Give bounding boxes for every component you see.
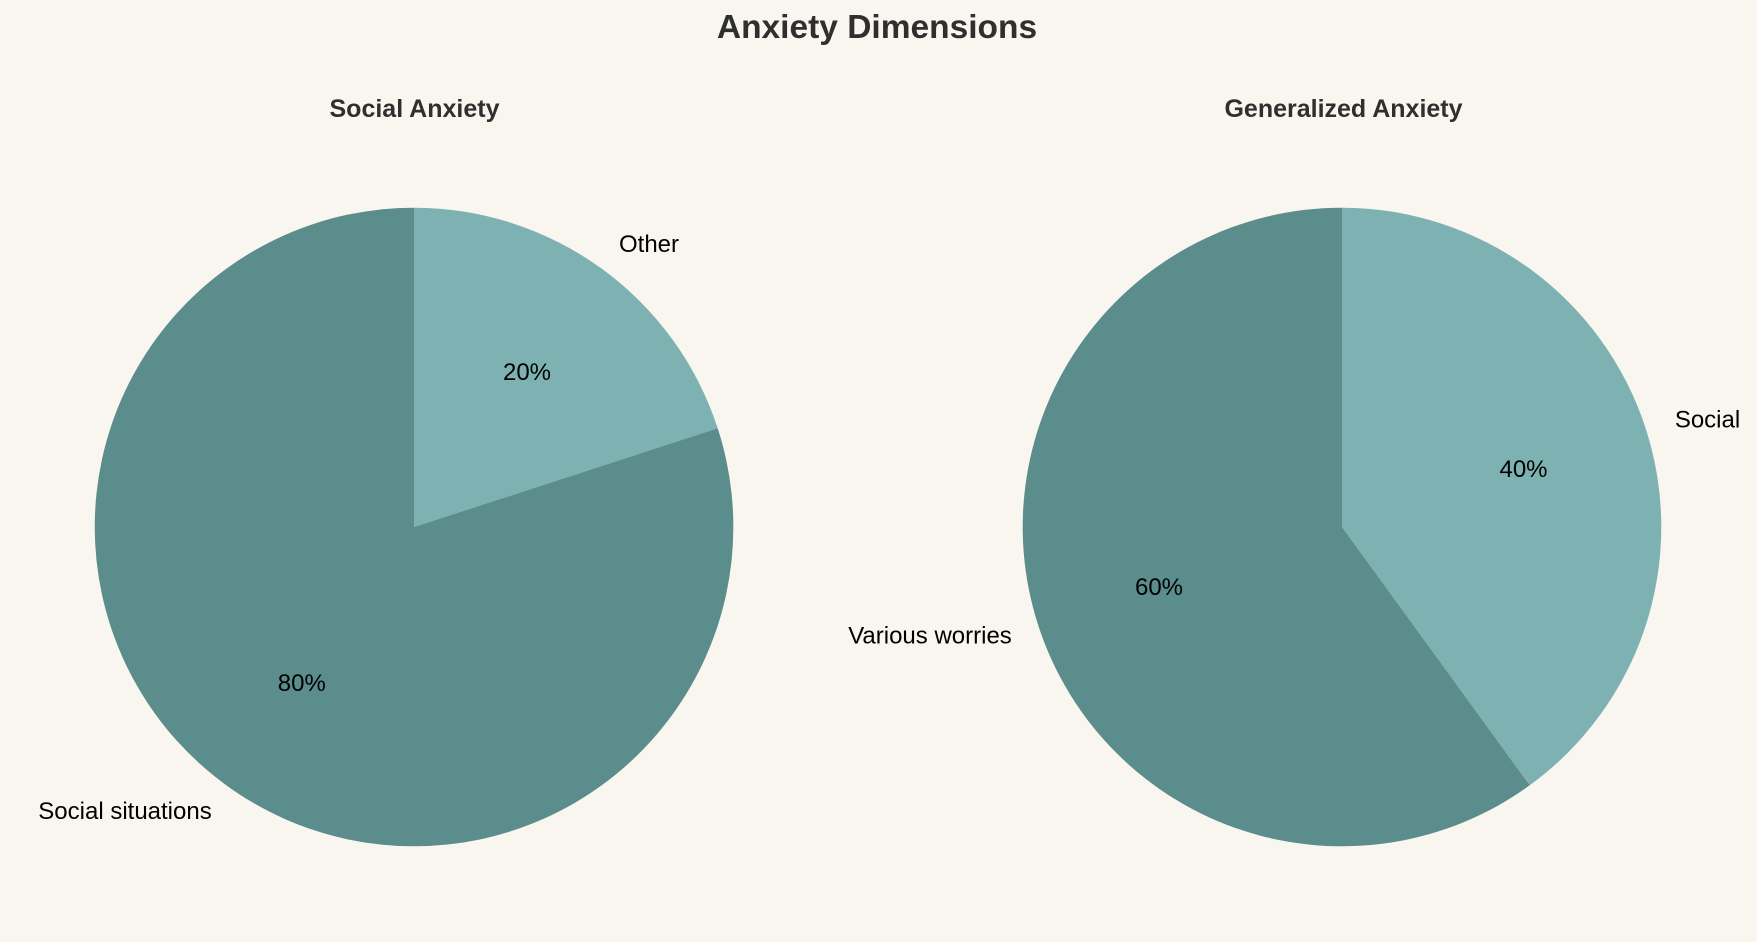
svg-text:Other: Other <box>619 231 679 258</box>
svg-text:20%: 20% <box>503 359 551 386</box>
svg-text:80%: 80% <box>278 670 326 697</box>
svg-text:Generalized Anxiety: Generalized Anxiety <box>1224 95 1462 123</box>
svg-text:Social: Social <box>1675 406 1740 433</box>
svg-text:Social Anxiety: Social Anxiety <box>330 95 500 123</box>
svg-text:Social situations: Social situations <box>38 798 211 825</box>
svg-text:60%: 60% <box>1135 574 1183 601</box>
svg-text:Anxiety Dimensions: Anxiety Dimensions <box>717 9 1037 46</box>
svg-text:Various worries: Various worries <box>848 623 1012 650</box>
svg-text:40%: 40% <box>1499 456 1547 483</box>
